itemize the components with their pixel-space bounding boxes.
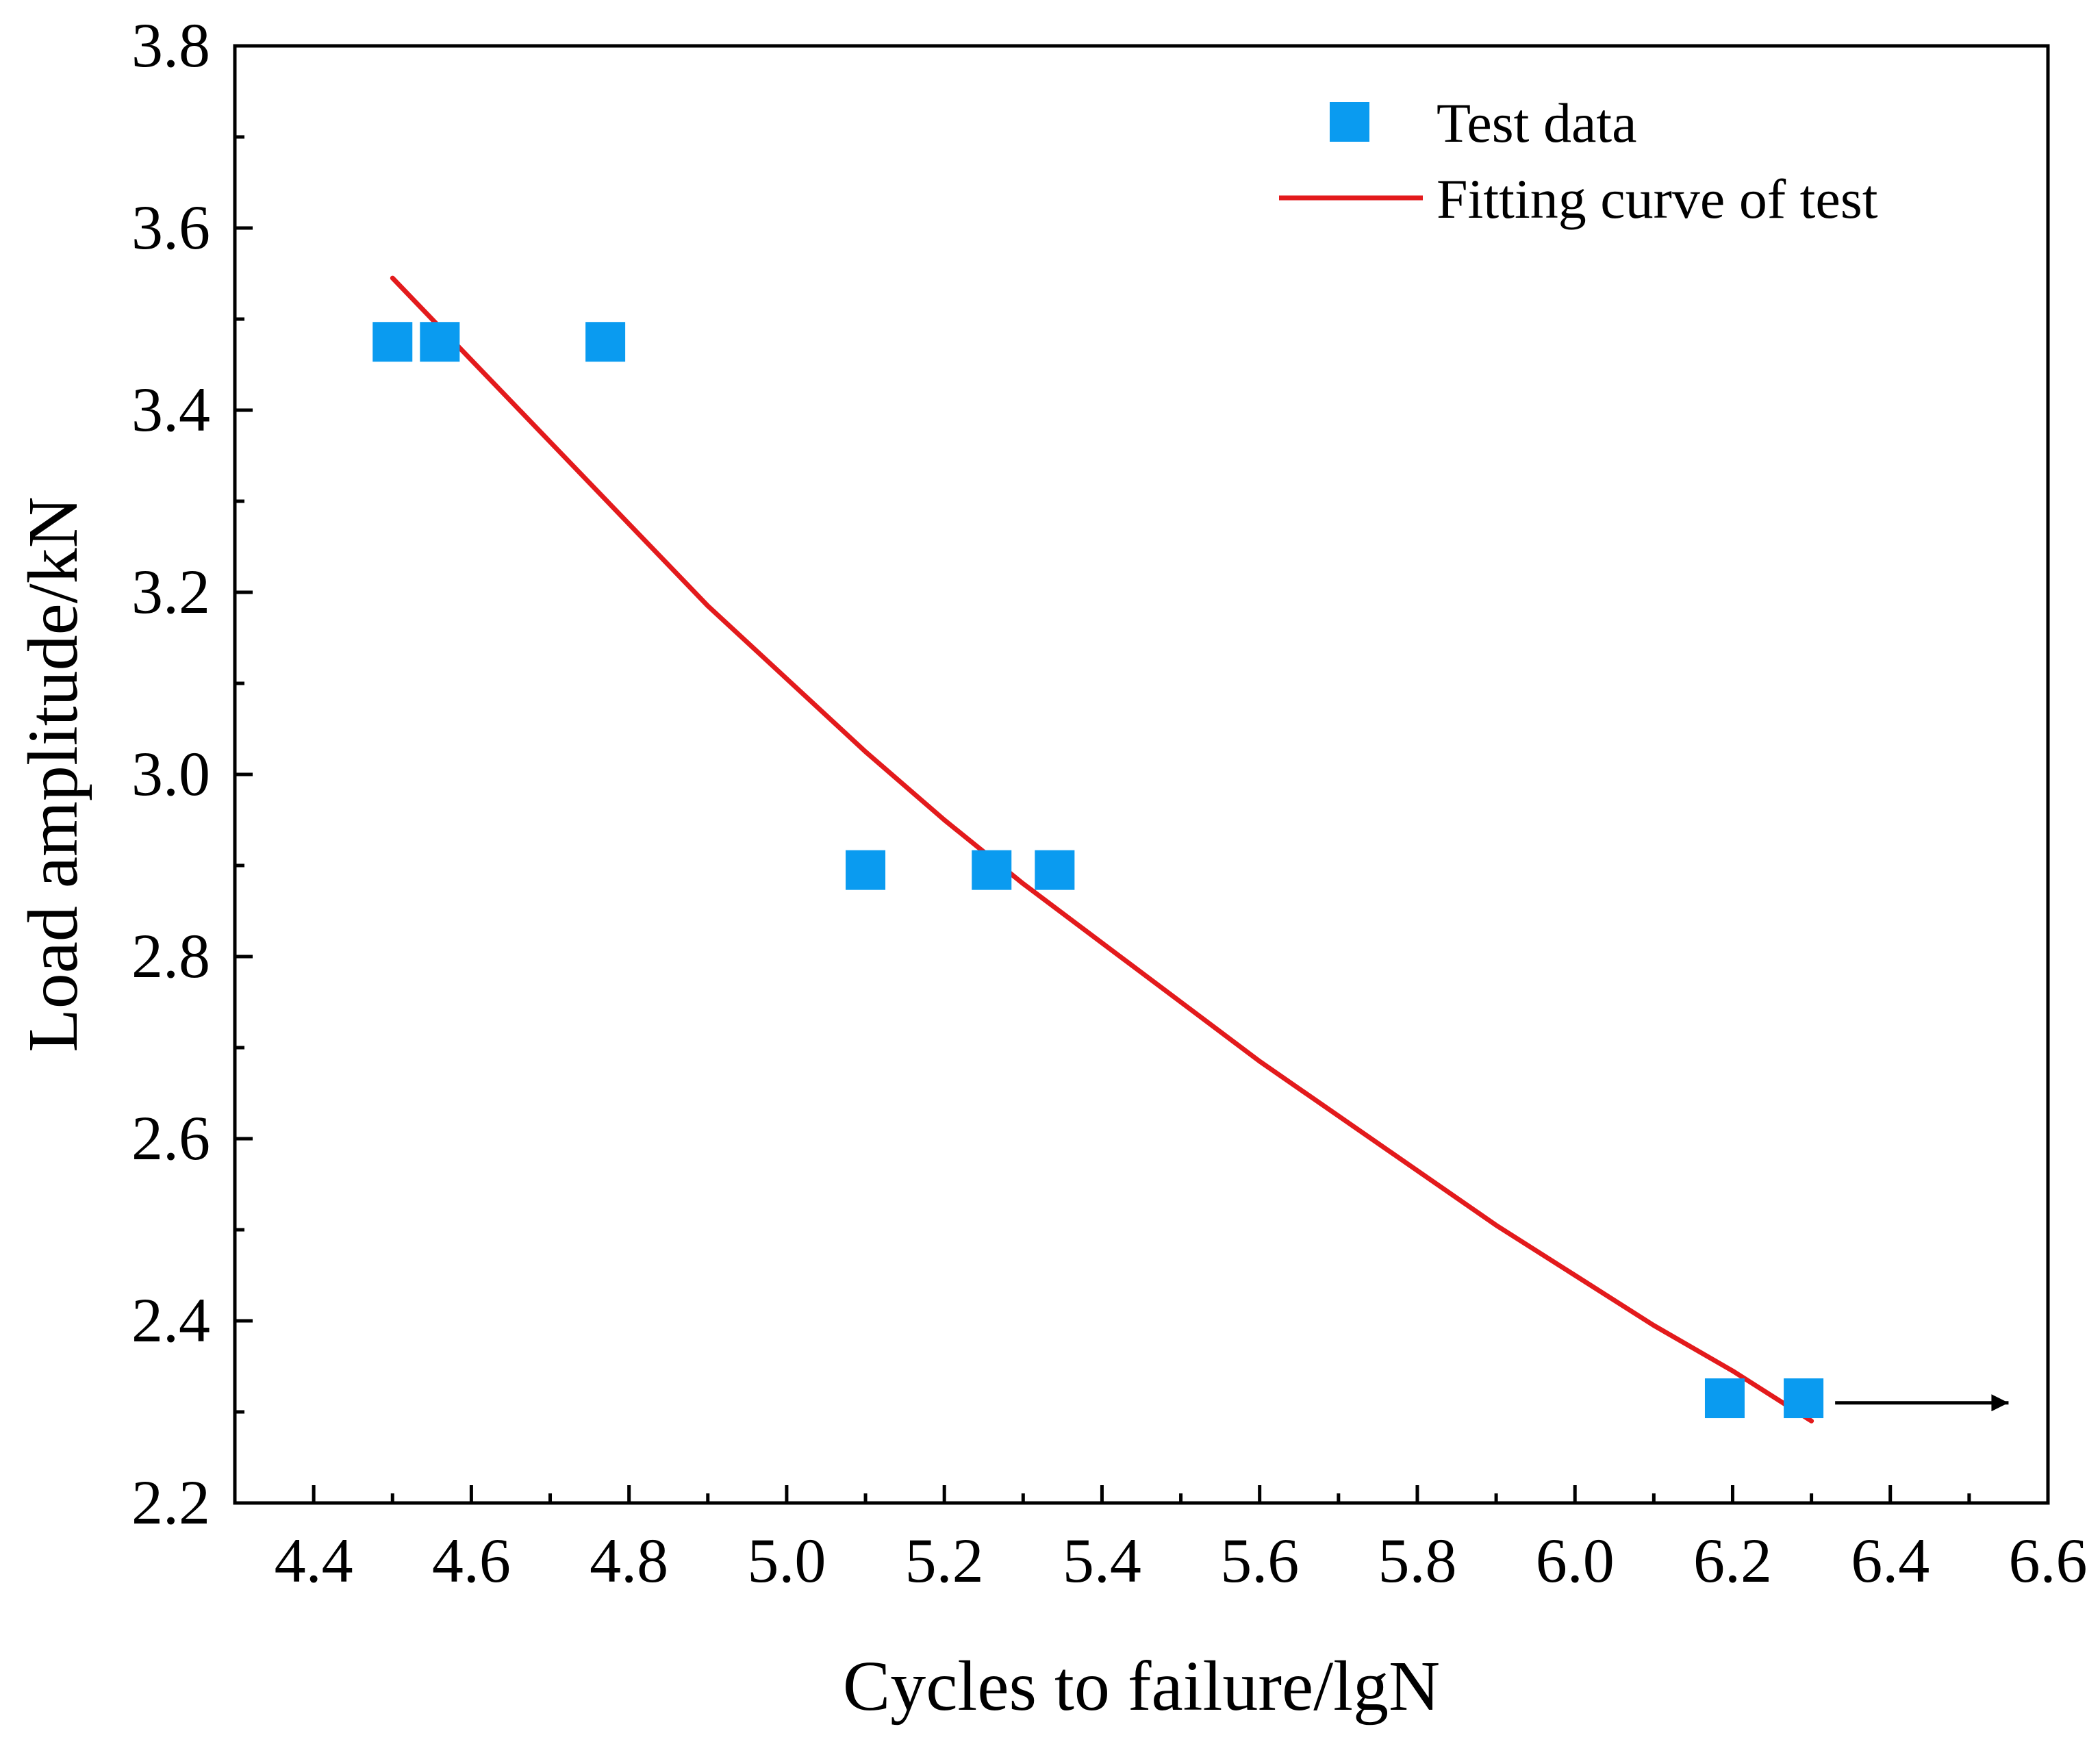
test-data-point [420, 322, 460, 362]
legend-test-data-marker [1330, 102, 1369, 142]
fitting-curve-layer [390, 275, 1814, 1424]
y-axis-ticks: 2.2 2.4 2.6 2.8 3.0 3.2 3.4 3.6 3.8 [131, 10, 253, 1537]
legend-test-data-label: Test data [1437, 92, 1637, 154]
x-tick-label: 6.6 [2009, 1526, 2088, 1595]
y-tick-label: 3.0 [131, 739, 210, 809]
x-tick-label: 5.8 [1378, 1526, 1456, 1595]
x-axis-ticks: 4.4 4.6 4.8 5.0 5.2 5.4 5.6 5.8 6.0 6.2 6.4 6.6 [233, 1485, 2088, 1595]
x-tick-label: 5.0 [747, 1526, 826, 1595]
y-tick-label: 2.2 [131, 1467, 210, 1537]
x-tick-label: 5.6 [1220, 1526, 1299, 1595]
y-tick-label: 2.6 [131, 1103, 210, 1173]
plot-area-frame [233, 44, 2050, 1505]
x-tick-label: 6.0 [1536, 1526, 1615, 1595]
test-data-point [1704, 1378, 1745, 1419]
y-axis-label: Load amplitude/kN [14, 496, 92, 1052]
x-tick-label: 4.8 [590, 1526, 668, 1595]
legend-fitting-curve-label: Fitting curve of test [1437, 168, 1878, 230]
test-data-point [585, 322, 626, 362]
x-tick-label: 5.4 [1063, 1526, 1141, 1595]
y-tick-label: 3.6 [131, 192, 210, 262]
test-data-point [1035, 850, 1075, 890]
test-data-points [372, 322, 1824, 1419]
test-data-point [372, 322, 413, 362]
y-tick-label: 3.8 [131, 10, 210, 80]
legend: Test data Fitting curve of test [1279, 92, 1878, 230]
fitting-curve-line [390, 275, 1814, 1424]
test-data-point [846, 850, 886, 890]
x-tick-label: 5.2 [905, 1526, 984, 1595]
x-tick-label: 6.4 [1851, 1526, 1930, 1595]
test-data-point [1784, 1378, 1824, 1419]
x-tick-label: 4.4 [275, 1526, 353, 1595]
test-data-point [972, 850, 1012, 890]
x-axis-label: Cycles to failure/lgN [843, 1647, 1440, 1726]
y-tick-label: 2.8 [131, 921, 210, 991]
x-tick-label: 4.6 [432, 1526, 511, 1595]
x-tick-label: 6.2 [1693, 1526, 1772, 1595]
y-tick-label: 2.4 [131, 1285, 210, 1355]
y-tick-label: 3.2 [131, 557, 210, 627]
y-tick-label: 3.4 [131, 375, 210, 444]
